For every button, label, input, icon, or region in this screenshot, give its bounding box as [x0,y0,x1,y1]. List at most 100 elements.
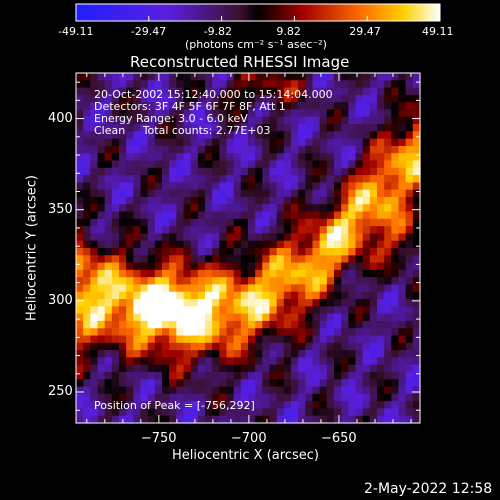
heatmap-cell [391,306,400,315]
heatmap-cell [269,87,278,96]
heatmap-cell [305,218,314,227]
heatmap-cell [233,262,242,271]
heatmap-cell [262,167,271,176]
heatmap-cell [219,320,228,329]
heatmap-cell [147,145,156,154]
heatmap-cell [276,269,285,278]
heatmap-cell [298,218,306,227]
heatmap-cell [262,262,271,271]
heatmap-cell [190,291,199,300]
heatmap-cell [319,262,328,271]
heatmap-cell [83,408,91,417]
heatmap-cell [197,87,206,96]
heatmap-cell [269,342,278,351]
heatmap-cell [319,153,328,162]
heatmap-cell [97,153,106,162]
heatmap-cell [355,240,364,249]
heatmap-cell [219,109,228,118]
heatmap-cell [348,401,357,410]
heatmap-cell [269,401,278,410]
heatmap-cell [348,182,357,191]
heatmap-cell [326,364,335,373]
heatmap-cell [362,94,371,103]
heatmap-cell [197,269,206,278]
heatmap-cell [190,131,199,140]
colorbar-tick-label: 49.11 [422,25,454,38]
heatmap-cell [384,153,392,162]
heatmap-cell [219,306,228,315]
heatmap-cell [233,226,242,235]
heatmap-cell [240,167,249,176]
heatmap-cell [147,299,156,307]
heatmap-cell [384,291,392,300]
heatmap-cell [405,204,414,213]
heatmap-cell [334,116,342,125]
heatmap-cell [162,160,170,169]
heatmap-cell [226,124,235,132]
heatmap-cell [111,408,120,417]
heatmap-cell [326,233,335,242]
heatmap-cell [276,284,285,293]
heatmap-cell [312,204,321,213]
heatmap-cell [248,116,256,125]
heatmap-cell [377,306,385,315]
heatmap-cell [147,196,156,205]
heatmap-cell [334,371,342,380]
heatmap-cell [126,80,134,89]
heatmap-cell [312,408,321,417]
heatmap-cell [405,73,414,81]
heatmap-cell [76,153,84,162]
heatmap-cell [412,248,421,256]
heatmap-cell [283,357,292,366]
heatmap-cell [205,371,213,380]
heatmap-cell [326,87,335,96]
heatmap-cell [312,299,321,307]
heatmap-cell [369,335,378,344]
heatmap-cell [133,94,142,103]
heatmap-cell [298,131,306,140]
heatmap-cell [83,335,91,344]
heatmap-cell [334,204,342,213]
heatmap-cell [248,386,256,395]
heatmap-cell [133,211,142,220]
heatmap-cell [197,313,206,322]
heatmap-cell [355,196,364,205]
heatmap-cell [326,291,335,300]
heatmap-cell [384,393,392,402]
heatmap-cell [76,306,84,315]
heatmap-cell [355,269,364,278]
heatmap-cell [219,204,228,213]
heatmap-cell [212,284,220,293]
heatmap-cell [312,277,321,286]
heatmap-cell [262,379,271,388]
heatmap-cell [298,87,306,96]
heatmap-cell [412,80,421,89]
annot-time: 20-Oct-2002 15:12:40.000 to 15:14:04.000 [94,88,333,101]
heatmap-cell [312,320,321,329]
heatmap-cell [111,102,120,111]
heatmap-cell [391,386,400,395]
heatmap-cell [97,291,106,300]
heatmap-cell [348,342,357,351]
heatmap-cell [262,248,271,256]
heatmap-cell [262,131,271,140]
heatmap-cell [111,153,120,162]
heatmap-cell [140,328,149,337]
heatmap-cell [412,218,421,227]
heatmap-cell [83,350,91,358]
heatmap-cell [312,357,321,366]
heatmap-cell [97,189,106,198]
heatmap-cell [169,328,177,337]
heatmap-cell [248,371,256,380]
heatmap-cell [248,262,256,271]
heatmap-cell [205,313,213,322]
heatmap-cell [76,138,84,147]
heatmap-cell [291,306,299,315]
heatmap-cell [255,167,263,176]
heatmap-cell [83,306,91,315]
heatmap-cell [183,204,192,213]
heatmap-cell [76,320,84,329]
heatmap-cell [133,131,142,140]
heatmap-cell [219,255,228,264]
heatmap-cell [291,291,299,300]
